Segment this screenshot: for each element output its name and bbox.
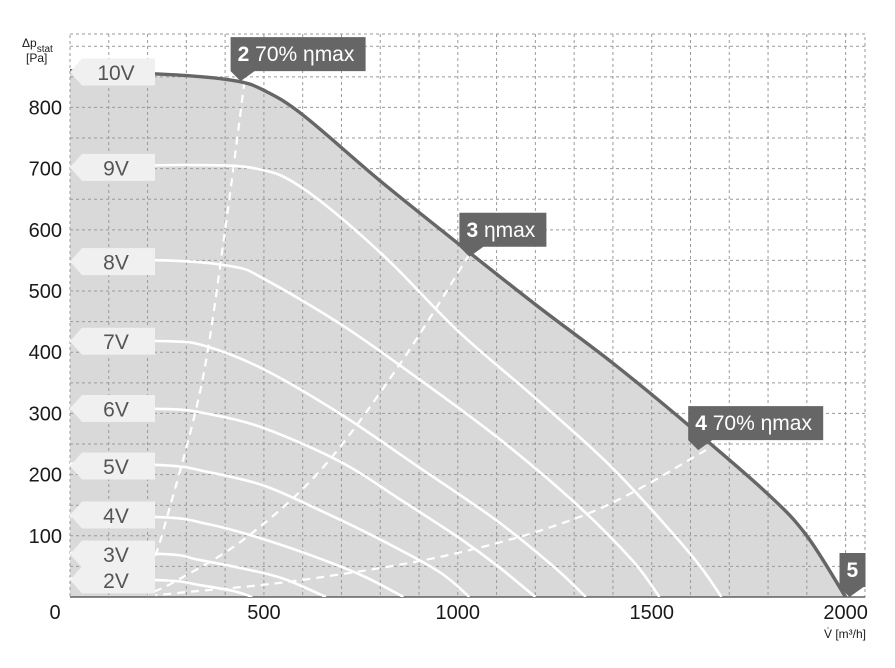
voltage-label-tag — [70, 248, 155, 276]
max-speed-curve — [69, 69, 848, 598]
y-tick-label: 300 — [29, 403, 62, 425]
voltage-label-text: 5V — [103, 456, 129, 479]
x-tick-label: 0 — [49, 602, 60, 624]
voltage-label-8v: 8V — [70, 248, 155, 276]
y-tick-label: 100 — [29, 526, 62, 548]
callout-5: 5 — [839, 553, 866, 597]
y-axis-title: Δpstat — [22, 36, 53, 55]
voltage-label-5v: 5V — [70, 452, 155, 480]
y-tick-label: 500 — [29, 281, 62, 303]
x-tick-label: 1500 — [629, 602, 674, 624]
voltage-label-tag — [70, 58, 155, 86]
callout-number: 5 — [846, 559, 858, 582]
speed-curve-8v — [70, 258, 661, 597]
voltage-label-2v: 2V — [70, 566, 155, 594]
callout-2: 2 70% ηmax — [230, 37, 366, 82]
speed-curve-4v — [70, 514, 405, 597]
y-tick-label: 200 — [29, 465, 62, 487]
y-tick-label: 600 — [29, 220, 62, 242]
voltage-label-tag — [70, 395, 155, 423]
callout-text: 4 70% ηmax — [695, 412, 812, 435]
voltage-label-text: 8V — [103, 252, 129, 275]
voltage-label-9v: 9V — [70, 153, 155, 181]
callout-label: 70% ηmax — [707, 412, 813, 435]
y-tick-label: 700 — [29, 159, 62, 181]
callout-text: 2 70% ηmax — [238, 43, 355, 66]
voltage-label-tag — [70, 153, 155, 181]
y-axis-title-symbol: Δp — [22, 36, 37, 50]
y-axis-unit: [Pa] — [26, 51, 47, 65]
voltage-label-4v: 4V — [70, 501, 155, 529]
voltage-label-text: 9V — [103, 157, 129, 180]
y-tick-label: 800 — [29, 97, 62, 119]
callout-text: 5 — [846, 559, 858, 582]
voltage-label-tag — [70, 501, 155, 529]
voltage-label-tag — [70, 540, 155, 568]
callout-box — [839, 553, 866, 597]
voltage-label-6v: 6V — [70, 395, 155, 423]
callout-box — [688, 406, 824, 451]
speed-curves — [70, 163, 723, 597]
voltage-label-tag — [70, 327, 155, 355]
callout-box — [459, 212, 547, 257]
voltage-label-text: 4V — [103, 505, 129, 528]
voltage-label-text: 2V — [103, 570, 129, 593]
voltage-label-text: 6V — [103, 399, 129, 422]
speed-curve-5v — [70, 462, 471, 597]
voltage-label-3v: 3V — [70, 540, 155, 568]
callout-label: ηmax — [478, 219, 536, 242]
callout-text: 3 ηmax — [466, 219, 535, 242]
voltage-label-7v: 7V — [70, 327, 155, 355]
speed-curve-6v — [70, 407, 537, 597]
voltage-label-10v: 10V — [70, 58, 155, 86]
x-axis-title: V̇ [m³/h] — [824, 627, 866, 641]
y-axis-ticks: 100 200 300 400 500 600 700 800 — [29, 97, 62, 547]
speed-curve-7v — [70, 339, 587, 597]
voltage-label-text: 3V — [103, 544, 129, 567]
callout-number: 3 — [466, 219, 478, 242]
voltage-labels: 10V 9V 8V 7V 6V 5V 4V 3V 2V — [70, 58, 155, 594]
y-axis-title-subscript: stat — [37, 44, 53, 55]
voltage-label-text: 10V — [97, 62, 134, 85]
efficiency-line — [147, 253, 471, 595]
callout-number: 4 — [695, 412, 707, 435]
callout-3: 3 ηmax — [459, 212, 547, 257]
x-tick-label: 2000 — [823, 602, 868, 624]
efficiency-line — [155, 449, 707, 597]
speed-curve-9v — [70, 163, 723, 597]
x-tick-label: 500 — [247, 602, 280, 624]
callout-label: 70% ηmax — [249, 43, 355, 66]
voltage-label-tag — [70, 566, 155, 594]
voltage-label-text: 7V — [103, 331, 129, 354]
voltage-label-tag — [70, 452, 155, 480]
x-axis-ticks: 0 500 1000 1500 2000 — [49, 602, 867, 624]
callout-4: 4 70% ηmax — [688, 406, 824, 451]
callout-number: 2 — [238, 43, 250, 66]
plot-frame — [69, 33, 866, 598]
callout-box — [230, 37, 366, 82]
y-tick-label: 400 — [29, 342, 62, 364]
x-tick-label: 1000 — [436, 602, 481, 624]
callouts: 2 70% ηmax 3 ηmax 4 70% ηmax 5 — [230, 37, 866, 597]
